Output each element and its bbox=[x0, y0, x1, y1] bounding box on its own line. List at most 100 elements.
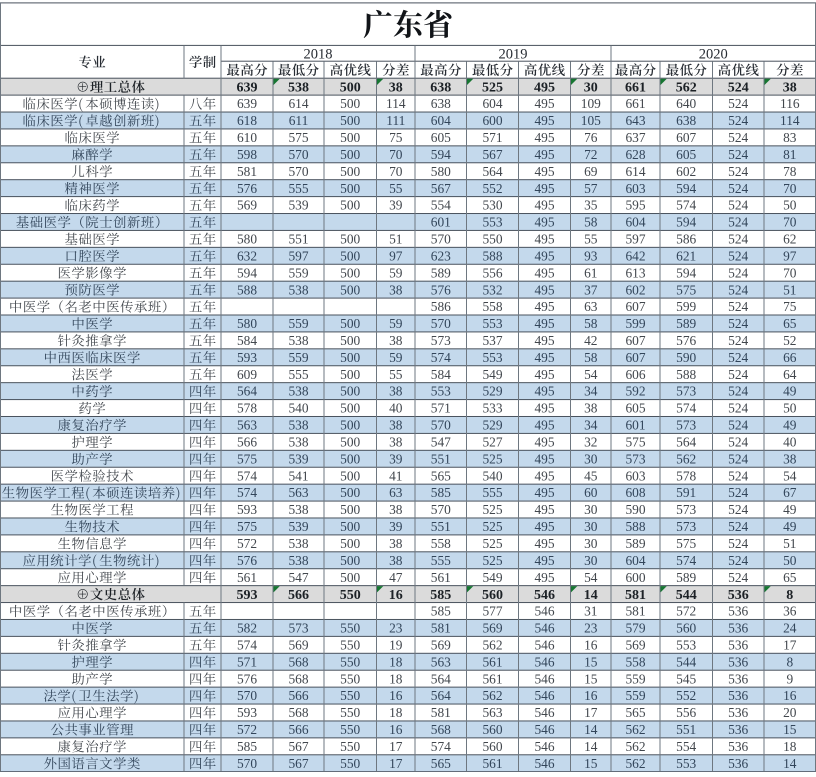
svg-text:14: 14 bbox=[584, 722, 598, 737]
svg-text:60: 60 bbox=[584, 485, 598, 500]
svg-text:116: 116 bbox=[780, 96, 800, 111]
svg-text:569: 569 bbox=[482, 621, 502, 636]
svg-text:558: 558 bbox=[625, 654, 645, 669]
svg-text:562: 562 bbox=[625, 756, 645, 771]
svg-text:500: 500 bbox=[340, 81, 361, 96]
svg-text:595: 595 bbox=[625, 198, 645, 213]
svg-text:574: 574 bbox=[237, 468, 257, 483]
svg-text:558: 558 bbox=[431, 536, 451, 551]
svg-text:551: 551 bbox=[676, 722, 696, 737]
svg-text:50: 50 bbox=[783, 553, 797, 568]
svg-text:569: 569 bbox=[288, 638, 308, 653]
svg-text:643: 643 bbox=[625, 113, 645, 128]
svg-text:550: 550 bbox=[340, 654, 360, 669]
svg-text:495: 495 bbox=[534, 232, 554, 247]
svg-text:564: 564 bbox=[482, 164, 502, 179]
svg-text:564: 564 bbox=[237, 384, 257, 399]
svg-text:638: 638 bbox=[430, 81, 451, 96]
svg-text:561: 561 bbox=[237, 570, 257, 585]
svg-text:639: 639 bbox=[237, 81, 258, 96]
svg-text:495: 495 bbox=[534, 570, 554, 585]
svg-text:628: 628 bbox=[625, 147, 645, 162]
svg-text:589: 589 bbox=[676, 316, 696, 331]
svg-text:38: 38 bbox=[389, 502, 403, 517]
svg-text:575: 575 bbox=[676, 536, 696, 551]
svg-text:524: 524 bbox=[728, 435, 748, 450]
svg-text:566: 566 bbox=[288, 722, 308, 737]
svg-text:550: 550 bbox=[482, 232, 502, 247]
svg-text:585: 585 bbox=[237, 739, 257, 754]
svg-text:17: 17 bbox=[389, 756, 403, 771]
svg-text:575: 575 bbox=[237, 519, 257, 534]
svg-text:568: 568 bbox=[288, 671, 308, 686]
svg-text:609: 609 bbox=[237, 367, 257, 382]
svg-text:573: 573 bbox=[625, 451, 645, 466]
svg-text:614: 614 bbox=[288, 96, 308, 111]
svg-text:571: 571 bbox=[237, 654, 257, 669]
svg-text:8: 8 bbox=[786, 654, 793, 669]
svg-text:553: 553 bbox=[676, 756, 696, 771]
svg-text:550: 550 bbox=[340, 638, 360, 653]
svg-text:552: 552 bbox=[482, 181, 502, 196]
svg-text:40: 40 bbox=[783, 435, 797, 450]
svg-text:67: 67 bbox=[783, 485, 797, 500]
svg-text:524: 524 bbox=[728, 350, 748, 365]
svg-text:536: 536 bbox=[728, 621, 748, 636]
svg-text:495: 495 bbox=[534, 502, 554, 517]
svg-text:601: 601 bbox=[625, 418, 645, 433]
svg-text:530: 530 bbox=[482, 198, 502, 213]
svg-text:586: 586 bbox=[431, 299, 451, 314]
svg-text:551: 551 bbox=[431, 519, 451, 534]
svg-text:495: 495 bbox=[534, 147, 554, 162]
svg-text:500: 500 bbox=[340, 536, 360, 551]
svg-text:18: 18 bbox=[783, 739, 797, 754]
svg-text:51: 51 bbox=[783, 282, 796, 297]
svg-text:45: 45 bbox=[584, 468, 598, 483]
svg-text:524: 524 bbox=[728, 519, 748, 534]
svg-text:52: 52 bbox=[783, 333, 796, 348]
svg-text:38: 38 bbox=[389, 333, 403, 348]
svg-text:556: 556 bbox=[482, 265, 502, 280]
svg-text:14: 14 bbox=[783, 756, 797, 771]
svg-text:565: 565 bbox=[431, 468, 451, 483]
svg-text:584: 584 bbox=[237, 333, 257, 348]
svg-text:524: 524 bbox=[728, 502, 748, 517]
svg-text:14: 14 bbox=[584, 588, 598, 603]
svg-text:569: 569 bbox=[625, 638, 645, 653]
svg-text:573: 573 bbox=[676, 519, 696, 534]
svg-text:568: 568 bbox=[288, 654, 308, 669]
svg-text:538: 538 bbox=[288, 418, 308, 433]
svg-text:538: 538 bbox=[288, 81, 309, 96]
svg-text:574: 574 bbox=[237, 485, 257, 500]
svg-text:536: 536 bbox=[728, 638, 748, 653]
svg-text:538: 538 bbox=[288, 502, 308, 517]
svg-text:2018: 2018 bbox=[304, 46, 333, 62]
svg-text:561: 561 bbox=[482, 756, 502, 771]
svg-text:577: 577 bbox=[482, 604, 502, 619]
svg-text:567: 567 bbox=[431, 181, 451, 196]
svg-text:30: 30 bbox=[584, 81, 598, 96]
svg-text:500: 500 bbox=[340, 451, 360, 466]
svg-text:500: 500 bbox=[340, 164, 360, 179]
svg-text:578: 578 bbox=[237, 401, 257, 416]
svg-text:495: 495 bbox=[534, 81, 555, 96]
svg-text:72: 72 bbox=[584, 147, 597, 162]
svg-text:30: 30 bbox=[584, 519, 598, 534]
svg-text:546: 546 bbox=[534, 638, 554, 653]
svg-text:495: 495 bbox=[534, 350, 554, 365]
svg-text:605: 605 bbox=[625, 401, 645, 416]
svg-text:571: 571 bbox=[431, 401, 451, 416]
svg-text:604: 604 bbox=[625, 215, 645, 230]
svg-text:570: 570 bbox=[288, 147, 308, 162]
svg-text:59: 59 bbox=[389, 265, 403, 280]
svg-text:524: 524 bbox=[728, 265, 748, 280]
svg-text:560: 560 bbox=[482, 722, 502, 737]
svg-text:495: 495 bbox=[534, 198, 554, 213]
svg-text:9: 9 bbox=[786, 671, 793, 686]
svg-text:500: 500 bbox=[340, 553, 360, 568]
svg-text:500: 500 bbox=[340, 130, 360, 145]
svg-text:546: 546 bbox=[534, 621, 554, 636]
svg-text:556: 556 bbox=[676, 705, 696, 720]
svg-text:563: 563 bbox=[431, 654, 451, 669]
svg-text:606: 606 bbox=[625, 367, 645, 382]
